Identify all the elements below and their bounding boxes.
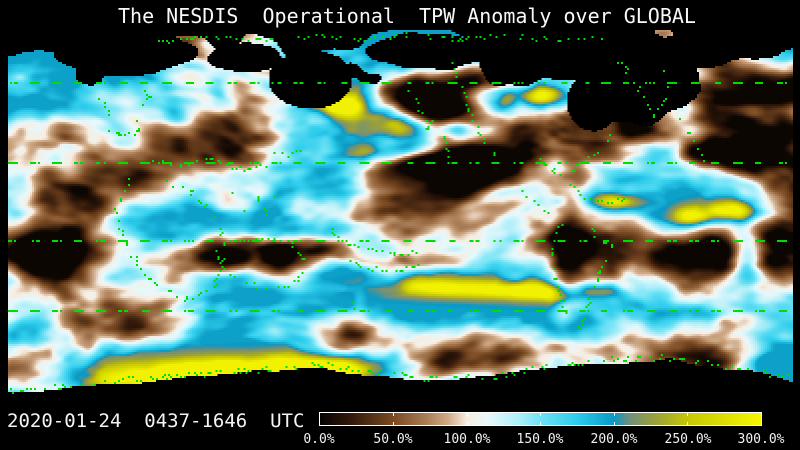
colorbar-tick <box>687 422 688 425</box>
colorbar-tick <box>393 422 394 425</box>
colorbar-label: 100.0% <box>443 432 491 447</box>
colorbar-tick <box>467 413 468 416</box>
colorbar-label: 50.0% <box>373 432 413 447</box>
colorbar-tick <box>540 413 541 416</box>
colorbar-tick <box>540 422 541 425</box>
colorbar <box>319 412 762 426</box>
colorbar-tick <box>687 413 688 416</box>
tpw-anomaly-map <box>8 30 793 406</box>
colorbar-label: 250.0% <box>664 432 712 447</box>
timestamp: 2020-01-24 0437-1646 UTC <box>7 410 305 432</box>
colorbar-label: 300.0% <box>737 432 785 447</box>
colorbar-tick <box>467 422 468 425</box>
colorbar-tick <box>614 422 615 425</box>
colorbar-label: 0.0% <box>303 432 335 447</box>
colorbar-tick <box>393 413 394 416</box>
colorbar-tick <box>614 413 615 416</box>
page-title: The NESDIS Operational TPW Anomaly over … <box>118 4 696 28</box>
colorbar-label: 150.0% <box>516 432 564 447</box>
colorbar-label: 200.0% <box>590 432 638 447</box>
